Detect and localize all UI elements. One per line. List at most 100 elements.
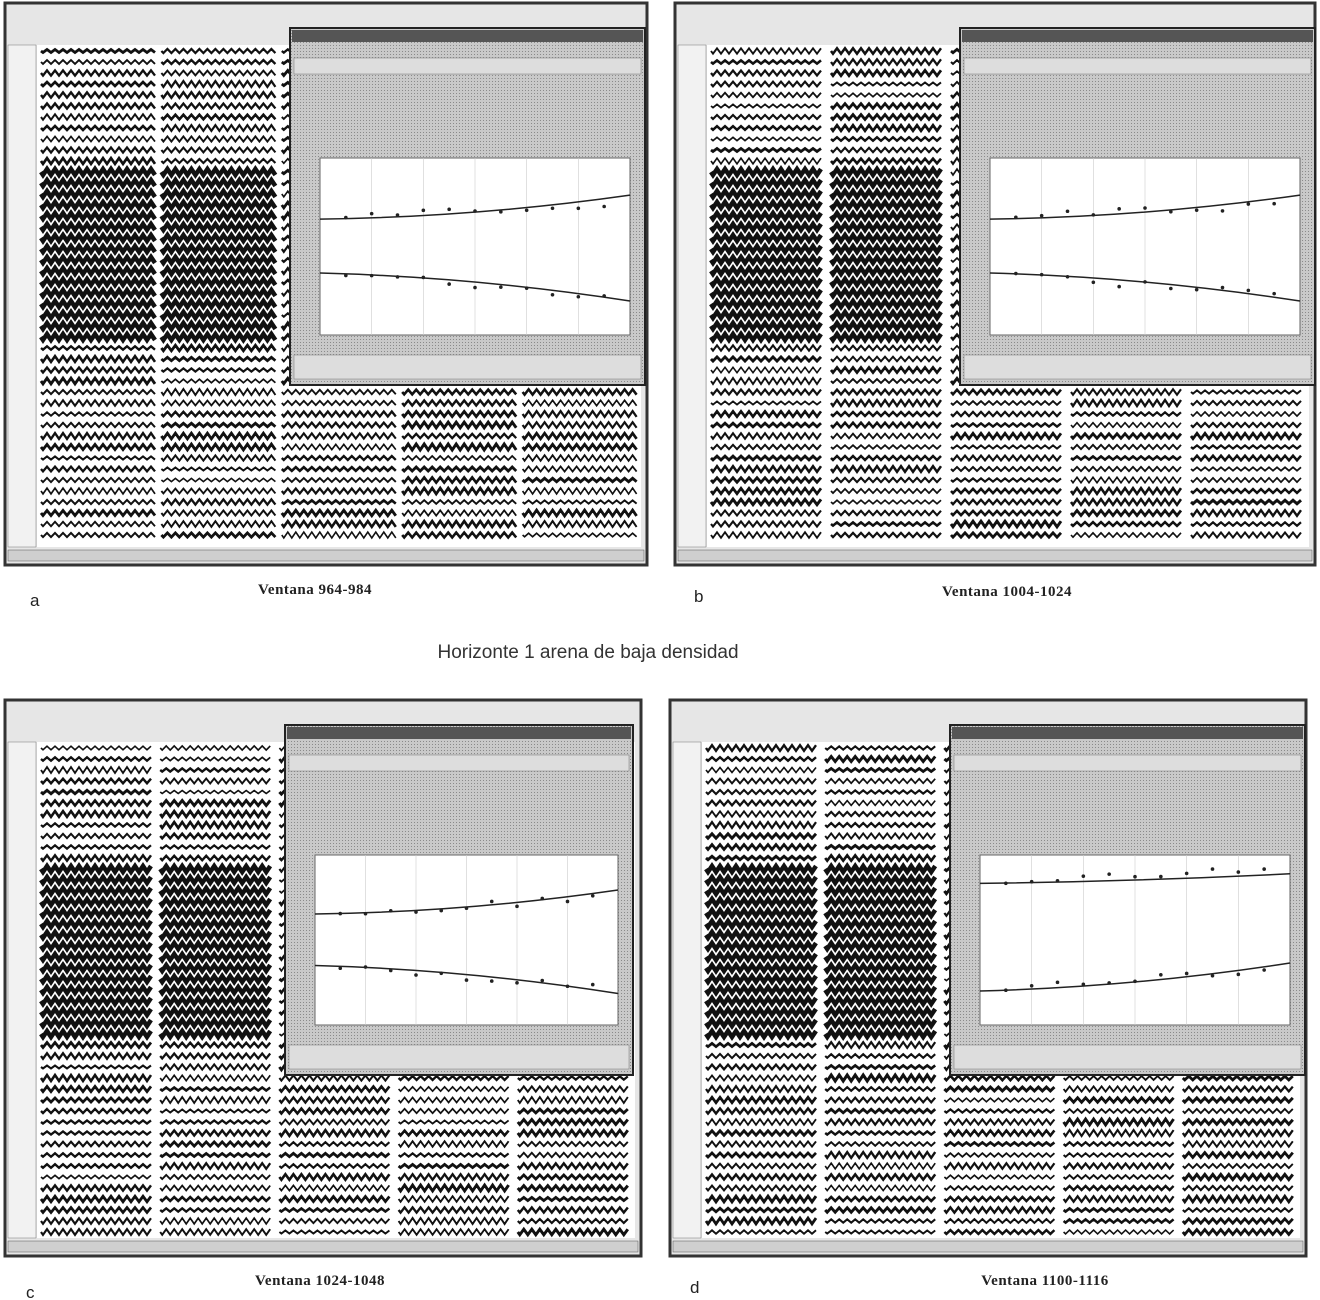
- seismic-trace: [41, 202, 155, 208]
- plot-point: [1272, 202, 1276, 206]
- plot-point: [1169, 287, 1173, 291]
- plot-point: [1056, 981, 1060, 985]
- plot-point: [525, 209, 529, 213]
- plot-point: [389, 969, 393, 973]
- seismic-trace: [161, 224, 275, 230]
- seismic-trace: [161, 290, 275, 296]
- plot-point: [1107, 872, 1111, 876]
- plot-point: [1143, 280, 1147, 284]
- screenshot: [5, 700, 641, 1256]
- seismic-trace: [161, 213, 275, 219]
- seismic-trace: [41, 312, 155, 318]
- plot-point: [1247, 202, 1251, 206]
- plot-point: [389, 909, 393, 913]
- plot-point: [1143, 206, 1147, 210]
- plot-point: [499, 210, 503, 214]
- plot-point: [439, 971, 443, 975]
- seismic-trace: [41, 235, 155, 241]
- plot-point: [515, 905, 519, 909]
- screenshot: [670, 700, 1306, 1256]
- plot-point: [338, 912, 342, 916]
- plot-point: [1195, 288, 1199, 292]
- plot-point: [490, 900, 494, 904]
- screenshot: [5, 3, 647, 565]
- plot-point: [591, 894, 595, 898]
- seismic-trace: [161, 268, 275, 274]
- plot-point: [465, 978, 469, 982]
- plot-point: [551, 293, 555, 297]
- time-axis: [8, 742, 36, 1238]
- plot-point: [422, 209, 426, 213]
- panel-label: Ventana 964-984: [258, 582, 372, 598]
- plot-point: [1092, 213, 1096, 217]
- plot-point: [566, 984, 570, 988]
- plot-point: [525, 286, 529, 290]
- plot-point: [414, 973, 418, 977]
- plot-point: [1221, 209, 1225, 213]
- plot-point: [1195, 208, 1199, 212]
- plot-point: [364, 912, 368, 916]
- dialog-toolbar: [954, 755, 1301, 771]
- panel-letter: d: [690, 1278, 699, 1297]
- plot-point: [447, 282, 451, 286]
- plot-point: [1272, 292, 1276, 296]
- seismic-trace: [41, 290, 155, 296]
- plot-point: [465, 906, 469, 910]
- plot-point: [1040, 214, 1044, 218]
- dialog-titlebar: [962, 30, 1313, 42]
- plot-point: [1185, 872, 1189, 876]
- plot-point: [591, 983, 595, 987]
- plot-point: [1237, 973, 1241, 977]
- panel-letter: c: [26, 1283, 35, 1300]
- seismic-trace: [161, 312, 275, 318]
- plot-point: [1133, 875, 1137, 879]
- seismic-trace: [161, 246, 275, 252]
- plot-point: [344, 274, 348, 278]
- plot-point: [1169, 210, 1173, 214]
- plot-point: [1117, 207, 1121, 211]
- plot-point: [344, 216, 348, 220]
- plot-point: [447, 208, 451, 212]
- plot-point: [1133, 980, 1137, 984]
- seismic-trace: [161, 191, 275, 197]
- seismic-trace: [41, 224, 155, 230]
- dialog-titlebar: [292, 30, 643, 42]
- seismic-trace: [41, 169, 155, 175]
- seismic-trace: [41, 180, 155, 186]
- plot-point: [414, 910, 418, 914]
- plot-point: [1066, 209, 1070, 213]
- seismic-trace: [41, 213, 155, 219]
- scrollbar: [8, 1241, 638, 1252]
- plot-point: [1066, 275, 1070, 279]
- plot-point: [602, 294, 606, 298]
- seismic-trace: [41, 268, 155, 274]
- dialog-titlebar: [952, 727, 1303, 739]
- scrollbar: [8, 550, 644, 561]
- scrollbar: [678, 550, 1312, 561]
- plot-point: [1159, 973, 1163, 977]
- plot-point: [566, 900, 570, 904]
- dialog-toolbar: [294, 58, 641, 74]
- time-axis: [673, 742, 701, 1238]
- dialog-legend: [954, 1045, 1301, 1069]
- time-axis: [678, 45, 706, 547]
- plot-point: [1247, 289, 1251, 293]
- plot-point: [396, 213, 400, 217]
- plot-point: [1211, 867, 1215, 871]
- time-axis: [8, 45, 36, 547]
- dialog-legend: [294, 355, 641, 379]
- plot-point: [515, 981, 519, 985]
- plot-point: [1030, 880, 1034, 884]
- figure: a Ventana 964-984 b Ventana 1004-1024 Ho…: [0, 0, 1320, 1300]
- plot-point: [364, 965, 368, 969]
- plot-point: [422, 276, 426, 280]
- panel-label: Ventana 1100-1116: [981, 1273, 1109, 1289]
- plot-point: [1030, 984, 1034, 988]
- dialog-toolbar: [964, 58, 1311, 74]
- plot-point: [577, 206, 581, 210]
- seismic-trace: [161, 202, 275, 208]
- seismic-trace: [41, 301, 155, 307]
- plot-point: [439, 909, 443, 913]
- plot-point: [338, 966, 342, 970]
- seismic-trace: [161, 279, 275, 285]
